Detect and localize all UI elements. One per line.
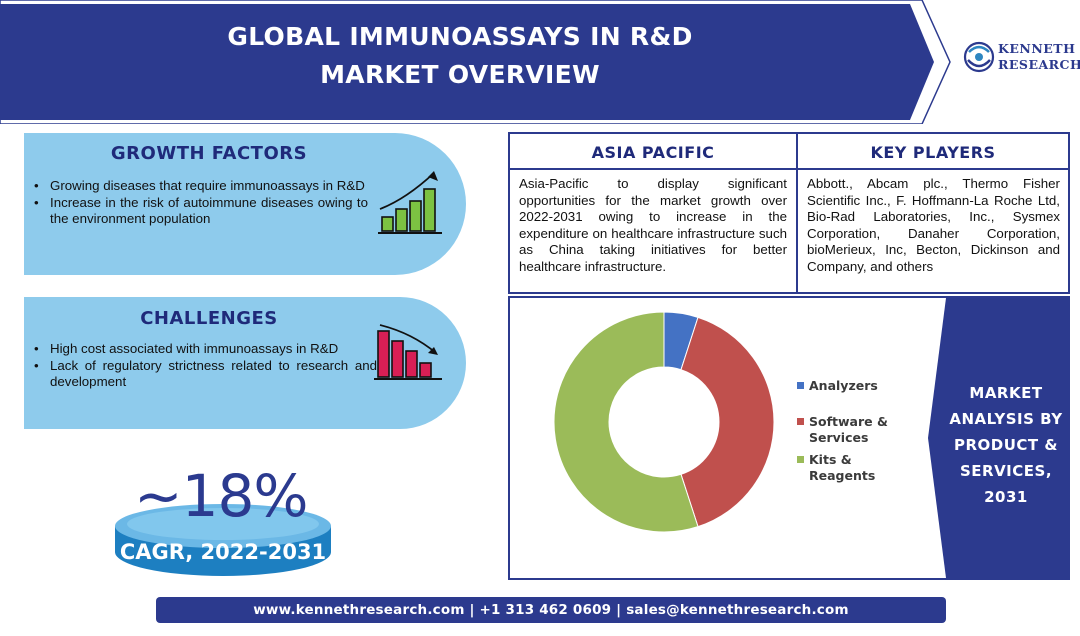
cagr-disk-shape: [115, 504, 331, 576]
growth-factor-item: Growing diseases that require immunoassa…: [32, 178, 368, 195]
donut-slice-software-services: [680, 316, 775, 528]
asia-pacific-header: ASIA PACIFIC: [508, 132, 798, 170]
challenges-list: High cost associated with immunoassays i…: [32, 341, 377, 391]
title-banner: GLOBAL IMMUNOASSAYS IN R&D MARKET OVERVI…: [0, 0, 960, 124]
growth-factors-list: Growing diseases that require immunoassa…: [32, 178, 368, 228]
donut-chart: [553, 311, 775, 533]
legend-item-software-services: Software & Services: [797, 414, 889, 446]
key-players-heading: KEY PLAYERS: [870, 143, 996, 162]
logo-line2: RESEARCH: [998, 57, 1080, 72]
falling-bar-chart-icon: [374, 324, 442, 380]
growth-factor-item: Increase in the risk of autoimmune disea…: [32, 195, 368, 228]
market-analysis-title-shape: [928, 298, 1068, 578]
legend-swatch: [797, 418, 804, 425]
logo-mark-icon: [963, 41, 995, 73]
asia-pacific-panel: Asia-Pacific to display significant oppo…: [508, 168, 798, 294]
market-analysis-panel: Analyzers Software & Services Kits & Rea…: [508, 296, 1070, 580]
rising-bar-chart-icon: [378, 171, 442, 234]
legend-label: Software & Services: [809, 414, 888, 445]
challenge-item: Lack of regulatory strictness related to…: [32, 358, 377, 391]
logo-text: KENNETH RESEARCH: [998, 41, 1080, 73]
logo-line1: KENNETH: [998, 41, 1076, 56]
growth-factors-section: GROWTH FACTORS Growing diseases that req…: [24, 133, 466, 275]
page-title: GLOBAL IMMUNOASSAYS IN R&D MARKET OVERVI…: [0, 18, 920, 94]
key-players-header: KEY PLAYERS: [796, 132, 1070, 170]
banner-shape: [0, 0, 951, 124]
page-title-line1: GLOBAL IMMUNOASSAYS IN R&D: [227, 22, 693, 51]
page-title-line2: MARKET OVERVIEW: [320, 60, 600, 89]
asia-pacific-heading: ASIA PACIFIC: [591, 143, 715, 162]
donut-slice-kits-reagents: [553, 311, 699, 533]
cagr-value: ~18%: [134, 462, 309, 530]
kenneth-research-logo: KENNETH RESEARCH: [960, 38, 1080, 78]
asia-pacific-text: Asia-Pacific to display significant oppo…: [519, 176, 787, 274]
challenge-item: High cost associated with immunoassays i…: [32, 341, 377, 358]
chart-legend: Analyzers Software & Services Kits & Rea…: [797, 378, 889, 490]
legend-swatch: [797, 382, 804, 389]
growth-factors-heading: GROWTH FACTORS: [110, 143, 308, 164]
key-players-panel: Abbott., Abcam plc., Thermo Fisher Scien…: [796, 168, 1070, 294]
legend-label: Kits & Reagents: [809, 452, 876, 483]
legend-swatch: [797, 456, 804, 463]
key-players-text: Abbott., Abcam plc., Thermo Fisher Scien…: [807, 176, 1060, 274]
contact-footer: www.kennethresearch.com | +1 313 462 060…: [156, 597, 946, 623]
legend-item-analyzers: Analyzers: [797, 378, 889, 394]
cagr-label: CAGR, 2022-2031: [119, 540, 327, 564]
legend-label: Analyzers: [809, 378, 878, 393]
market-analysis-chart: [553, 298, 1068, 578]
challenges-section: CHALLENGES High cost associated with imm…: [24, 297, 466, 429]
legend-item-kits-reagents: Kits & Reagents: [797, 452, 889, 484]
challenges-heading: CHALLENGES: [140, 308, 278, 329]
market-analysis-title: MARKET ANALYSIS BY PRODUCT & SERVICES, 2…: [949, 384, 1063, 506]
